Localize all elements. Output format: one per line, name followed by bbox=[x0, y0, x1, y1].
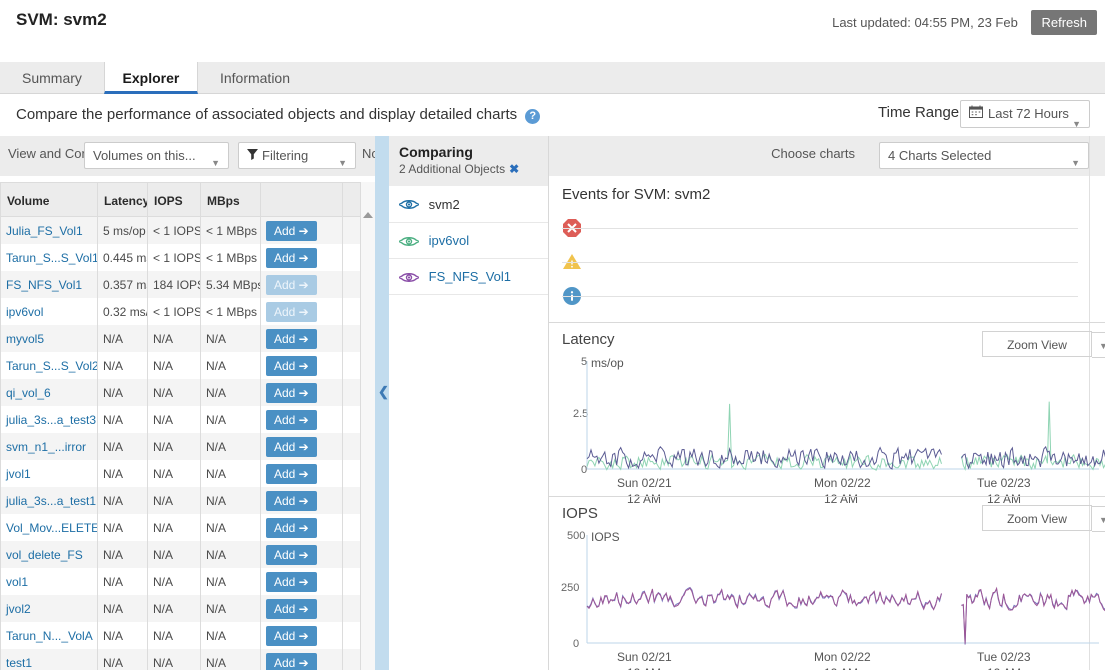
svg-text:Sun 02/21: Sun 02/21 bbox=[617, 476, 672, 490]
svg-text:Tue 02/23: Tue 02/23 bbox=[977, 650, 1031, 664]
svg-text:0: 0 bbox=[573, 638, 579, 650]
svg-text:Mon 02/22: Mon 02/22 bbox=[814, 476, 871, 490]
svg-text:Tue 02/23: Tue 02/23 bbox=[977, 476, 1031, 490]
svg-text:12 AM: 12 AM bbox=[824, 666, 858, 670]
svg-text:12 AM: 12 AM bbox=[987, 666, 1021, 670]
svg-text:500: 500 bbox=[567, 530, 585, 542]
svg-text:250: 250 bbox=[561, 582, 579, 594]
svg-text:5: 5 bbox=[581, 356, 587, 368]
svg-text:Mon 02/22: Mon 02/22 bbox=[814, 650, 871, 664]
svg-text:ms/op: ms/op bbox=[591, 356, 624, 370]
svg-text:2.5: 2.5 bbox=[573, 408, 588, 420]
svg-text:IOPS: IOPS bbox=[591, 530, 620, 544]
svg-text:12 AM: 12 AM bbox=[627, 666, 661, 670]
svg-text:0: 0 bbox=[581, 464, 587, 476]
svg-text:Sun 02/21: Sun 02/21 bbox=[617, 650, 672, 664]
